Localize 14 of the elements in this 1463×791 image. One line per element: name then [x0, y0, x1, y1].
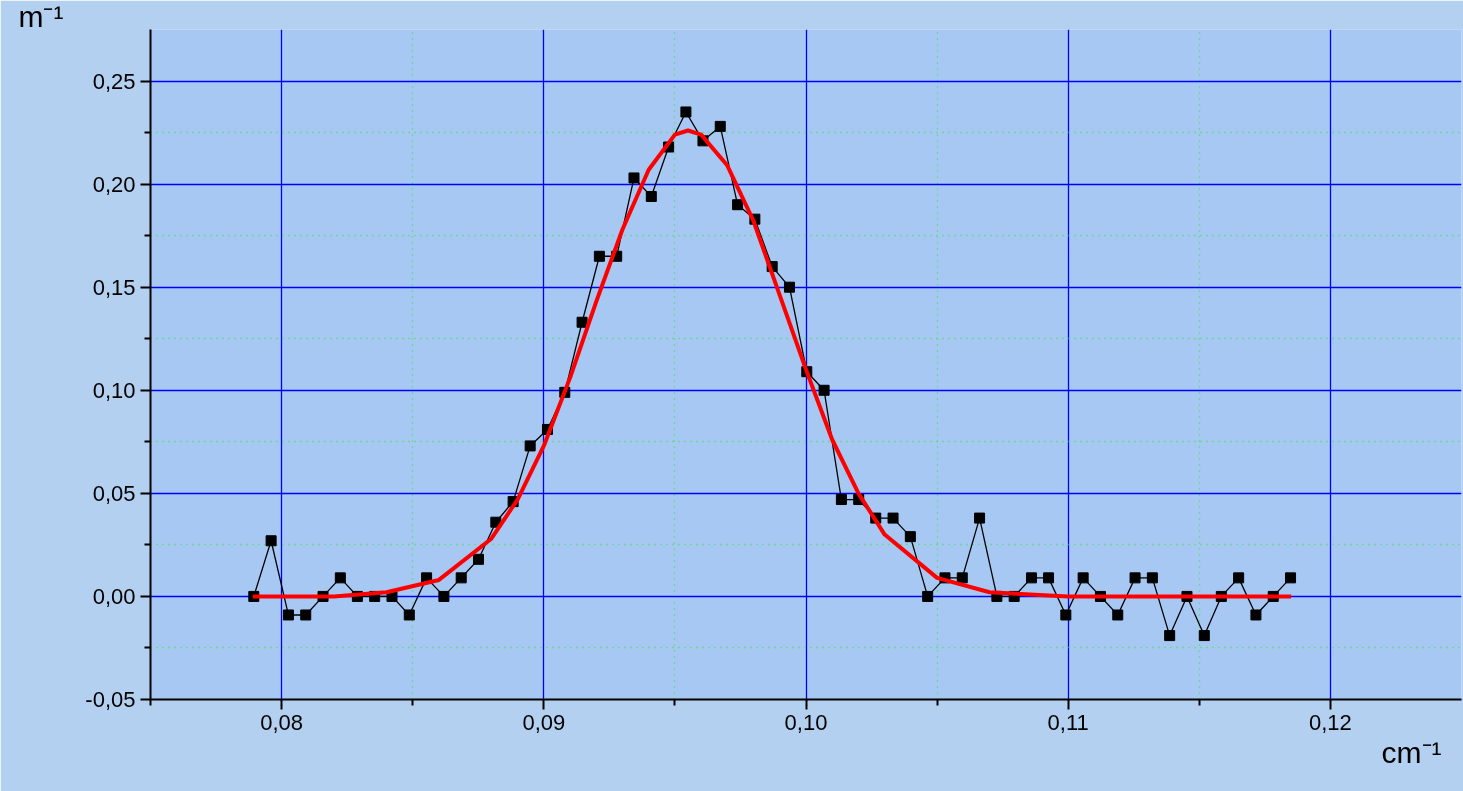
x-tick-label: 0,10: [784, 709, 828, 735]
x-tick-label: 0,09: [522, 709, 566, 735]
y-axis-title: m⁻¹: [18, 0, 64, 33]
y-tick-label: 0,10: [92, 377, 136, 403]
x-tick-label: 0,12: [1308, 709, 1352, 735]
x-axis-title: cm⁻¹: [1381, 735, 1442, 769]
y-tick-label: 0,20: [92, 171, 136, 197]
x-tick-label: 0,08: [260, 709, 304, 735]
y-tick-label: -0,05: [85, 687, 136, 712]
y-tick-label: 0,05: [92, 480, 136, 506]
y-tick-label: 0,25: [92, 68, 136, 94]
y-tick-label: 0,15: [92, 274, 136, 300]
y-tick-label: 0,00: [92, 583, 136, 609]
x-tick-label: 0,11: [1047, 709, 1089, 735]
